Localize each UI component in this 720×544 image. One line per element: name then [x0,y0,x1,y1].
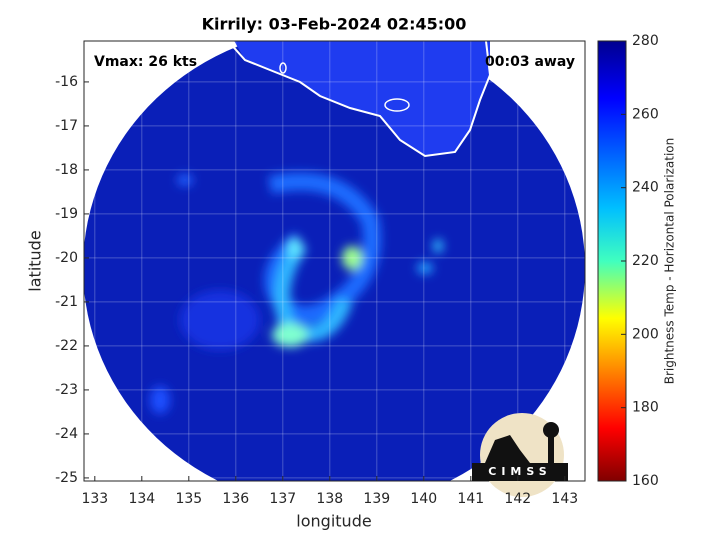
chart-title: Kirrily: 03-Feb-2024 02:45:00 [202,15,467,34]
y-tick-label: -17 [55,118,78,134]
colorbar-tick-label: 180 [632,400,659,416]
x-tick-label: 139 [363,491,390,507]
y-tick-label: -25 [55,470,78,486]
x-tick-label: 143 [551,491,578,507]
colorbar-tick-label: 280 [632,33,659,49]
x-tick-label: 133 [81,491,108,507]
coastline [227,41,492,158]
colorbar-tick-label: 260 [632,106,659,122]
y-tick-label: -24 [55,426,78,442]
cloud [150,172,443,414]
colorbar-tick-label: 220 [632,253,659,269]
logo-text: CIMSS [488,465,551,478]
colorbar-tick-label: 200 [632,326,659,342]
x-tick-label: 141 [457,491,484,507]
x-tick-label: 142 [504,491,531,507]
x-tick-label: 140 [410,491,437,507]
y-tick-label: -20 [55,250,78,266]
x-tick-label: 135 [175,491,202,507]
y-tick-label: -16 [55,74,78,90]
image [84,41,585,481]
y-axis-label: latitude [26,230,45,291]
colorbar-tick-label: 240 [632,180,659,196]
y-tick-label: -18 [55,162,78,178]
swath [84,41,585,481]
x-tick-label: 137 [269,491,296,507]
x-tick-label: 136 [222,491,249,507]
y-tick-label: -23 [55,382,78,398]
annotation: Vmax: 26 kts [94,54,197,70]
land [234,41,490,156]
island [384,98,410,112]
y-tick-label: -22 [55,338,78,354]
x-axis-label: longitude [296,512,371,531]
colorbar-tick-label: 160 [632,473,659,489]
x-tick-label: 134 [128,491,155,507]
annotation: 00:03 away [485,54,575,70]
axes-box [83,40,586,482]
logo: CIMSS [472,413,568,497]
y-tick-label: -19 [55,206,78,222]
island [279,62,287,74]
x-tick-label: 138 [316,491,343,507]
y-tick-label: -21 [55,294,78,310]
colorbar-label: Brightness Temp - Horizontal Polarizatio… [663,138,677,385]
